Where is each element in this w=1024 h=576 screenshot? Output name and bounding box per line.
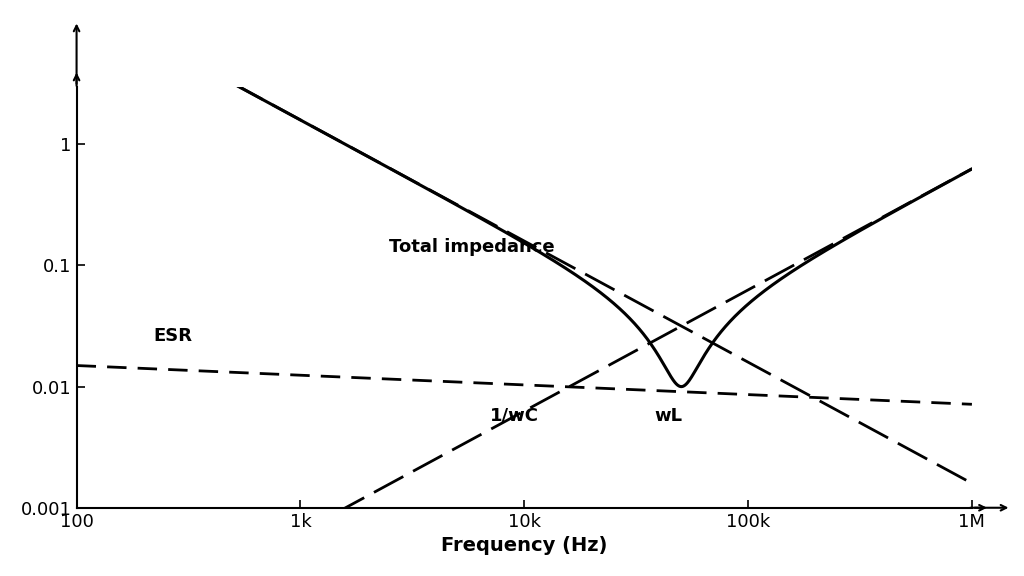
Text: 1/wC: 1/wC <box>489 407 539 425</box>
X-axis label: Frequency (Hz): Frequency (Hz) <box>441 536 607 555</box>
Text: Total impedance: Total impedance <box>389 238 555 256</box>
Text: ESR: ESR <box>154 327 193 345</box>
Text: wL: wL <box>654 407 682 425</box>
